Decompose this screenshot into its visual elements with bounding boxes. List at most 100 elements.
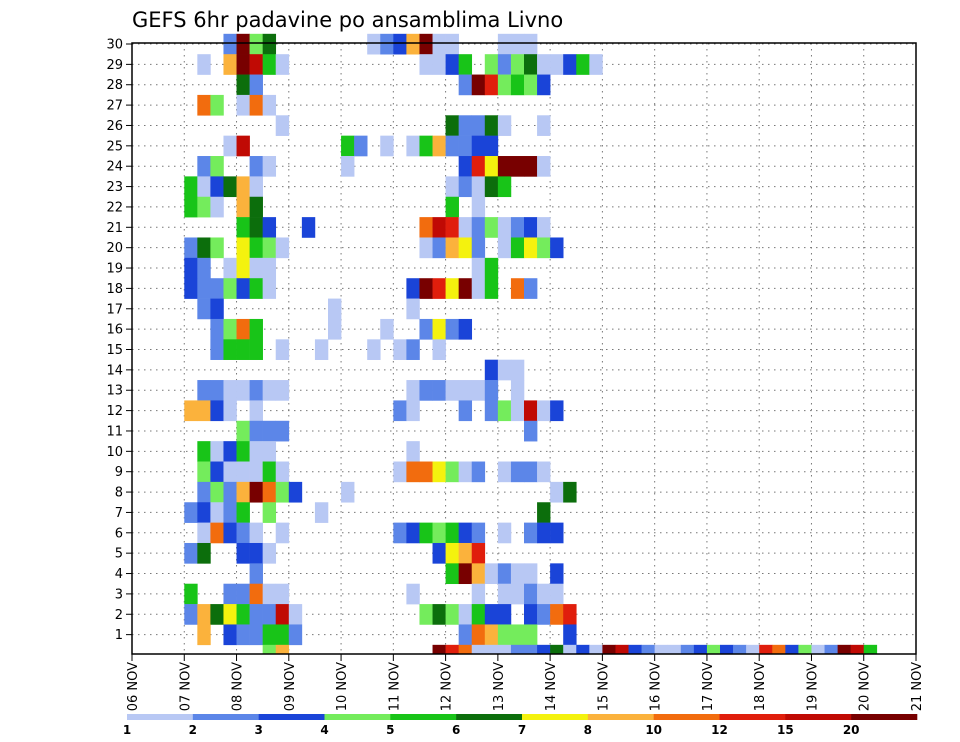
precip-cell [654,644,669,655]
precip-cell [484,380,499,401]
x-tick-label: 15 NOV [596,662,611,711]
precip-cell [510,33,525,55]
precip-cell [210,380,224,401]
y-tick-label: 5 [115,547,123,562]
precip-cell [524,522,538,544]
precip-cell [249,318,263,340]
precip-cell [471,257,486,279]
x-tick-label: 10 NOV [335,662,350,711]
precip-cell [458,624,473,646]
precip-cell [236,502,250,523]
precip-cell [432,604,446,625]
legend-swatch [851,714,918,720]
precip-cell [471,278,486,299]
precip-cell [367,33,381,55]
precip-cell [458,522,473,544]
precip-cell [445,644,459,655]
precip-cell [537,237,551,259]
precip-cell [249,74,263,96]
precip-cell [184,604,198,625]
precip-cell [471,156,486,177]
precip-cell [314,339,329,360]
precip-cell [510,583,525,605]
precip-cell [275,481,290,503]
precip-cell [432,278,446,299]
precip-cell [236,94,250,116]
color-legend: 1 2 3 4 5 6 7 8 10 12 15 20 [123,714,918,737]
precip-cell [249,583,263,605]
legend-label: 5 [386,723,394,737]
legend-swatch [258,714,325,720]
precip-cell [458,54,473,75]
y-tick-label: 15 [106,343,123,358]
precip-cell [223,583,237,605]
precip-cell [497,461,512,483]
precip-cell [550,583,564,605]
precip-cell [197,380,211,401]
precip-cell [563,624,577,646]
precip-cell [497,604,512,625]
precip-cell [262,481,277,503]
precip-cell [484,156,499,177]
precip-cell [419,318,433,340]
x-tick-label: 06 NOV [126,662,141,711]
precip-cell [458,400,473,422]
precip-cell [589,54,603,75]
precip-cell [419,33,433,55]
precip-cell [341,156,355,177]
precip-cell [471,644,486,655]
precip-cell [210,176,224,198]
y-tick-label: 20 [106,241,123,256]
precip-cell [223,441,237,462]
precip-cell [850,644,865,655]
precip-cell [223,135,237,157]
precip-cell [236,583,250,605]
precip-cell [445,604,459,625]
precip-cell [550,522,564,544]
precip-cell [458,604,473,625]
precip-cell [471,522,486,544]
precip-cell [275,604,290,625]
legend-swatch [192,714,259,720]
precip-cell [445,542,459,564]
precip-cell [693,644,708,655]
precip-cell [249,217,263,238]
precip-cell [328,318,342,340]
y-tick-label: 4 [115,567,123,582]
precip-cell [249,420,263,442]
precip-cell [406,278,420,299]
x-tick-label: 16 NOV [649,662,664,711]
y-tick-label: 17 [106,302,123,317]
plot-frame [131,42,917,655]
precip-cell [380,33,394,55]
precip-cell [445,461,459,483]
precip-cell [249,542,263,564]
precip-cell [262,33,277,55]
precip-cell [223,318,237,340]
precip-cell [458,176,473,198]
precip-cell [406,33,420,55]
precip-cell [328,298,342,320]
precip-cell [445,522,459,544]
y-tick-label: 19 [106,262,123,277]
precip-cell [419,278,433,299]
precip-cell [458,237,473,259]
precip-cell [432,217,446,238]
precip-cell [550,54,564,75]
precip-cell [837,644,851,655]
precip-cell [210,604,224,625]
precip-cell [406,298,420,320]
precip-cell [863,644,878,655]
precip-cell [223,624,237,646]
precip-cell [249,624,263,646]
precip-cell [406,583,420,605]
precip-cell [471,115,486,136]
precip-cell [484,74,499,96]
precip-cell [275,237,290,259]
precip-cell [275,115,290,136]
precip-cell [510,380,525,401]
precip-cell [314,502,329,523]
precip-cell [706,644,721,655]
legend-swatch [522,714,589,720]
precip-cell [249,176,263,198]
